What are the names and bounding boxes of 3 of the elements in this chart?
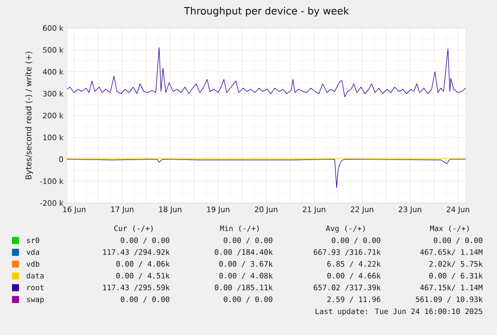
line-series [67,158,466,188]
chart-title: Throughput per device - by week [184,6,349,17]
line-series [67,47,466,98]
